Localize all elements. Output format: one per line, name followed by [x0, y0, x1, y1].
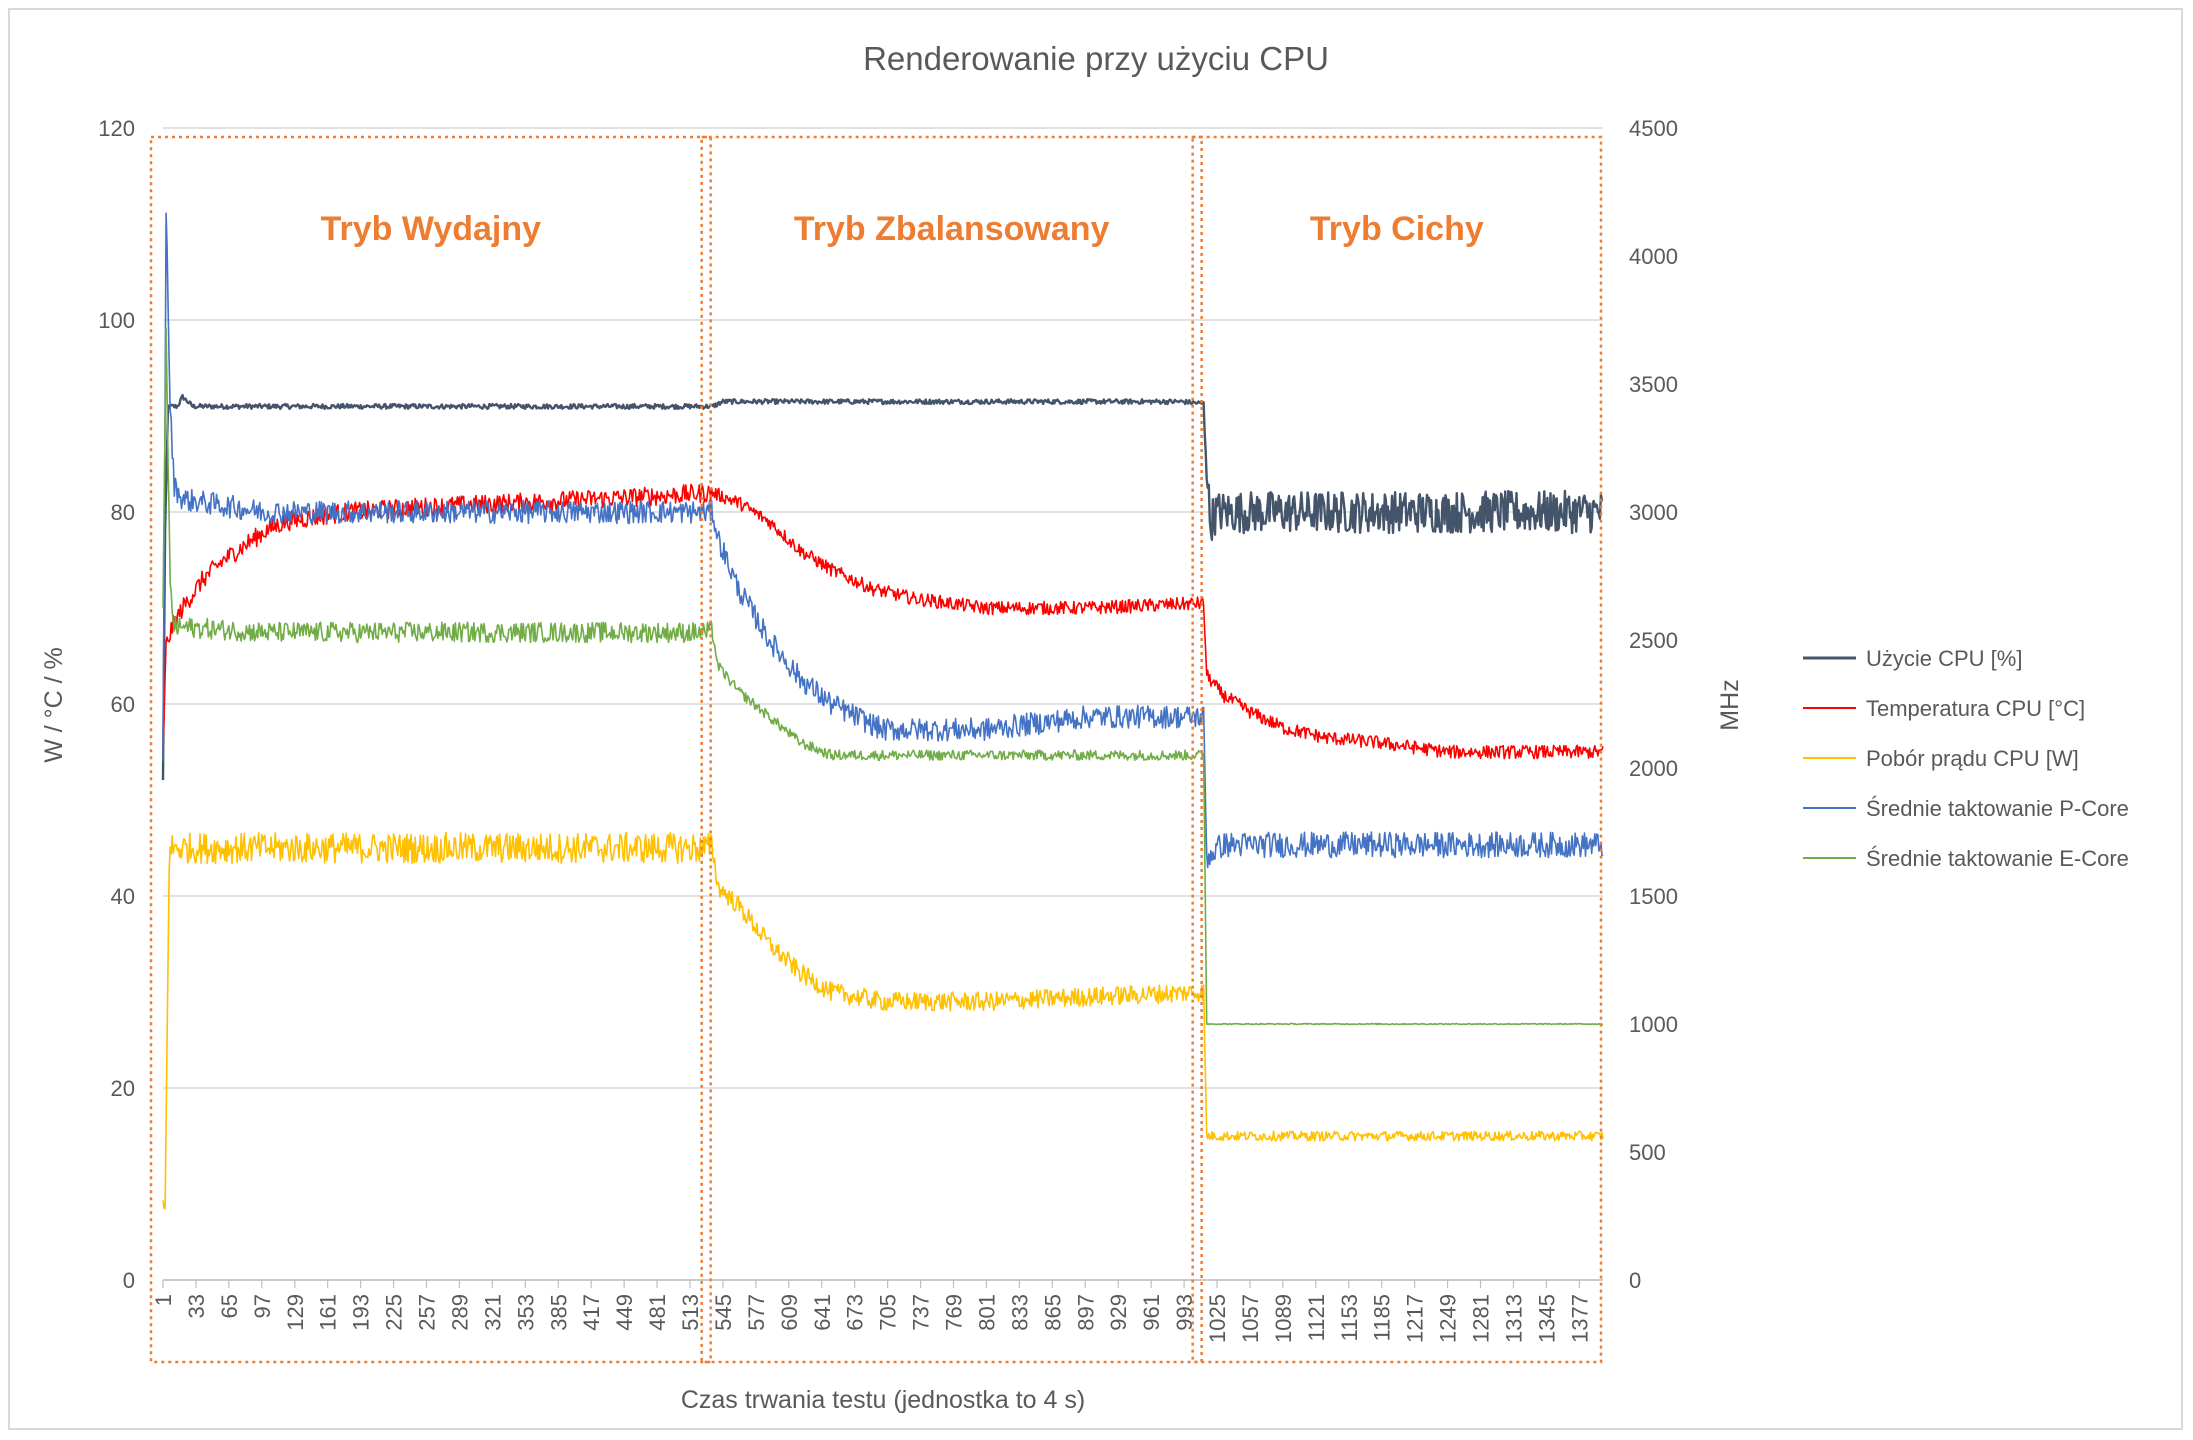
x-axis-label: Czas trwania testu (jednostka to 4 s): [681, 1386, 1085, 1414]
x-tick-label: 33: [184, 1294, 209, 1318]
y-tick-right: 3500: [1629, 372, 1678, 397]
series-line: [162, 483, 1604, 760]
x-tick-label: 321: [480, 1294, 505, 1331]
mode-box: [1191, 135, 1603, 1364]
mode-label: Tryb Wydajny: [321, 210, 542, 248]
legend-entry: Średnie taktowanie E-Core: [1866, 846, 2129, 871]
legend: Użycie CPU [%] Temperatura CPU [°C] Pobór …: [1803, 646, 2129, 871]
y-tick-left: 60: [111, 692, 135, 717]
legend-entry: Średnie taktowanie P-Core: [1866, 796, 2129, 821]
chart-title: Renderowanie przy użyciu CPU: [863, 40, 1329, 77]
x-tick-label: 833: [1007, 1294, 1032, 1331]
series-line: [162, 212, 1604, 869]
y-tick-right: 1500: [1629, 884, 1678, 909]
x-tick-label: 769: [942, 1294, 967, 1331]
x-tick-label: 993: [1172, 1294, 1197, 1331]
x-tick-label: 1089: [1271, 1294, 1296, 1343]
x-tick-label: 1185: [1370, 1294, 1395, 1341]
y-tick-right: 4500: [1629, 116, 1678, 141]
y-tick-right: 2500: [1629, 628, 1678, 653]
legend-entry: Temperatura CPU [°C]: [1866, 696, 2085, 721]
series-line: [162, 831, 1604, 1210]
x-tick-label: 897: [1073, 1294, 1098, 1331]
x-tick-label: 1345: [1534, 1294, 1559, 1343]
y-tick-left: 100: [98, 308, 135, 333]
right-axis-ticks: 0 500 1000 1500 2000 2500 3000 3500 4000 4500: [1629, 116, 1678, 1293]
mode-box: [700, 135, 1203, 1364]
x-tick-label: 1313: [1501, 1294, 1526, 1343]
y-tick-left: 120: [98, 116, 135, 141]
chart-frame: [8, 8, 2183, 1430]
x-tick-label: 1217: [1403, 1294, 1428, 1343]
x-tick-label: 225: [382, 1294, 407, 1331]
x-tick-label: 513: [678, 1294, 703, 1331]
mode-label: Tryb Cichy: [1310, 210, 1484, 248]
x-tick-label: 545: [711, 1294, 736, 1331]
x-tick-label: 1: [151, 1294, 176, 1306]
left-axis-ticks: 0 20 40 60 80 100 120: [98, 116, 135, 1293]
x-tick-label: 1153: [1337, 1294, 1362, 1341]
x-tick-label: 801: [974, 1294, 999, 1331]
y-tick-left: 0: [123, 1268, 135, 1293]
x-tick-label: 1057: [1238, 1294, 1263, 1343]
mode-box: [149, 135, 712, 1364]
gridlines: [163, 127, 1603, 1281]
x-axis-ticks: 1 33 65 97 129 161 193 225 257 289 321 353 385 417 449…: [151, 1279, 1603, 1343]
x-tick-label: 705: [876, 1294, 901, 1331]
x-tick-label: 193: [349, 1294, 374, 1331]
series-line: [161, 393, 1604, 781]
series-lines: [161, 212, 1604, 1210]
y-tick-left: 80: [111, 500, 135, 525]
x-tick-label: 1249: [1436, 1294, 1461, 1343]
x-tick-label: 1377: [1567, 1294, 1592, 1343]
x-tick-label: 417: [579, 1294, 604, 1331]
x-tick-label: 609: [777, 1294, 802, 1331]
x-tick-label: 673: [843, 1294, 868, 1331]
x-tick-label: 449: [612, 1294, 637, 1331]
x-tick-label: 865: [1040, 1294, 1065, 1331]
y-axis-label-left: W / °C / %: [40, 647, 68, 763]
x-tick-label: 1281: [1469, 1294, 1494, 1343]
x-tick-label: 641: [810, 1294, 835, 1331]
y-axis-label-right: MHz: [1716, 679, 1744, 730]
x-tick-label: 289: [447, 1294, 472, 1331]
x-tick-label: 257: [415, 1294, 440, 1331]
y-tick-right: 2000: [1629, 756, 1678, 781]
x-tick-label: 65: [217, 1294, 242, 1318]
mode-label: Tryb Zbalansowany: [794, 210, 1110, 248]
x-tick-label: 961: [1139, 1294, 1164, 1331]
x-tick-label: 385: [546, 1294, 571, 1331]
x-tick-label: 161: [316, 1294, 341, 1331]
x-tick-label: 1121: [1304, 1294, 1329, 1341]
y-tick-right: 1000: [1629, 1012, 1678, 1037]
x-tick-label: 129: [283, 1294, 308, 1331]
x-tick-label: 481: [645, 1294, 670, 1331]
x-tick-label: 97: [250, 1294, 275, 1318]
y-tick-right: 3000: [1629, 500, 1678, 525]
mode-boxes: Tryb Wydajny Tryb Zbalansowany Tryb Cichy: [149, 135, 1603, 1364]
legend-entry: Użycie CPU [%]: [1866, 646, 2022, 671]
y-tick-right: 0: [1629, 1268, 1641, 1293]
x-tick-label: 353: [513, 1294, 538, 1331]
y-tick-left: 20: [111, 1076, 135, 1101]
y-tick-left: 40: [111, 884, 135, 909]
x-tick-label: 1025: [1205, 1294, 1230, 1343]
y-tick-right: 4000: [1629, 244, 1678, 269]
x-tick-label: 577: [744, 1294, 769, 1331]
legend-entry: Pobór prądu CPU [W]: [1866, 746, 2079, 771]
x-tick-label: 737: [909, 1294, 934, 1331]
y-tick-right: 500: [1629, 1140, 1666, 1165]
series-line: [162, 327, 1603, 1026]
x-tick-label: 929: [1106, 1294, 1131, 1331]
